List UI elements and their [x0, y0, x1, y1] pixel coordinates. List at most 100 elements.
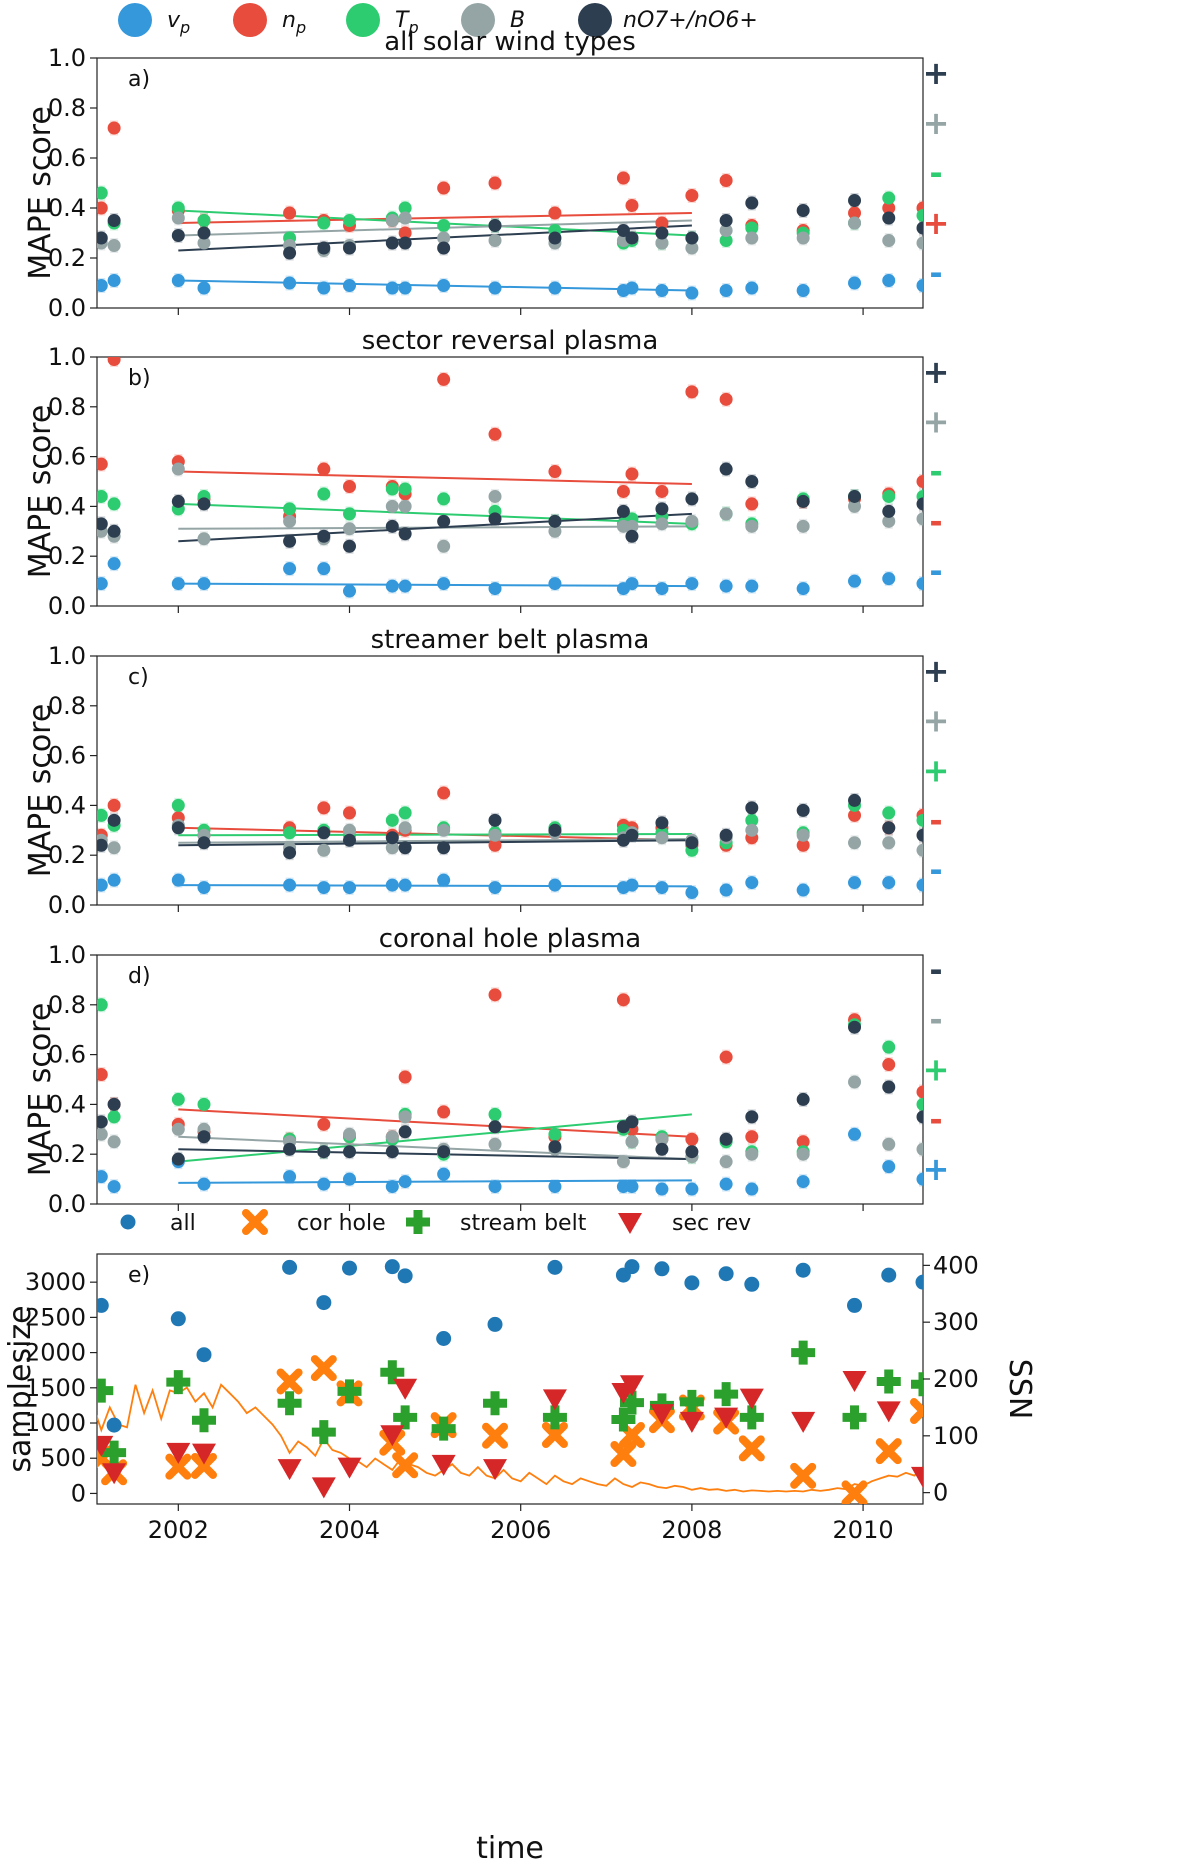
point-np: [343, 479, 357, 493]
point-vp: [719, 1177, 733, 1191]
marker-stream-belt: [619, 1390, 644, 1415]
point-b: [848, 499, 862, 513]
point-vp: [719, 284, 733, 297]
point-tp: [317, 487, 331, 501]
point-b: [398, 499, 412, 513]
point-o-ratio: [398, 1125, 412, 1139]
point-o-ratio: [107, 813, 121, 827]
point-o-ratio: [385, 236, 399, 250]
point-np: [616, 484, 630, 498]
trend-line-b: [178, 838, 692, 844]
legend-label-cor: cor hole: [297, 1211, 386, 1236]
marker-stroke: [392, 1452, 419, 1479]
point-o-ratio: [488, 219, 502, 232]
y-tick-label: 500: [40, 1444, 86, 1472]
point-np: [488, 838, 502, 852]
point-o-ratio: [437, 841, 451, 855]
point-b: [437, 231, 451, 245]
point-vp: [625, 1180, 639, 1194]
y-tick-label: 0.4: [48, 1090, 86, 1118]
y-tick-label: 0.0: [48, 891, 86, 919]
point-o-ratio: [685, 231, 699, 245]
y-tick-label: 0.6: [48, 144, 86, 172]
point-b: [197, 532, 211, 546]
marker-stream-belt: [679, 1389, 704, 1414]
point-vp: [848, 276, 862, 290]
marker-stroke: [165, 1453, 192, 1480]
x-tick-label: 2004: [319, 1516, 380, 1544]
point-vp: [398, 579, 412, 593]
point-tp: [197, 1097, 211, 1111]
point-vp: [625, 577, 639, 591]
point-b: [796, 828, 810, 842]
point-vp: [796, 883, 810, 897]
point-np: [848, 206, 862, 220]
legend-marker-np: [233, 3, 267, 37]
marker-stream-belt: [277, 1391, 302, 1416]
legend-sub-tp: p: [407, 18, 418, 37]
trend-sign-np: -: [929, 1100, 942, 1138]
marker-sec-rev: [380, 1425, 405, 1447]
point-b: [655, 517, 669, 531]
point-vp: [385, 1180, 399, 1194]
point-o-ratio: [796, 204, 810, 217]
point-tp: [719, 234, 733, 247]
point-vp: [625, 281, 639, 295]
legend-sub-np: p: [295, 18, 306, 37]
point-tp: [882, 191, 896, 205]
point-vp: [317, 281, 331, 295]
legend-marker-b: [461, 3, 495, 37]
point-vp: [343, 881, 357, 895]
marker-stream-belt: [406, 1210, 430, 1234]
trend-sign-b: -: [929, 1001, 942, 1039]
point-vp: [548, 281, 562, 295]
point-vp: [317, 562, 331, 576]
marker-cor-hole: [910, 1398, 923, 1425]
point-o-ratio: [385, 831, 399, 845]
point-b: [171, 1122, 185, 1136]
point-b: [625, 519, 639, 533]
trend-sign-tp: -: [929, 154, 942, 192]
point-o-ratio: [385, 519, 399, 533]
trend-line-o-ratio: [178, 512, 692, 543]
point-b: [916, 843, 923, 857]
point-tp: [398, 482, 412, 496]
point-o-ratio: [882, 1080, 896, 1094]
trend-sign-np: -: [929, 801, 942, 839]
point-o-ratio: [625, 529, 639, 543]
legend-marker-tp: [346, 3, 380, 37]
marker-stream-belt: [611, 1407, 636, 1432]
y-tick-label: 1500: [25, 1374, 86, 1402]
marker-all: [684, 1275, 700, 1291]
point-b: [171, 462, 185, 476]
y-tick-label: 0.8: [48, 692, 86, 720]
point-np: [719, 392, 733, 406]
point-b: [916, 236, 923, 250]
marker-all: [196, 1347, 212, 1363]
marker-stroke: [190, 1452, 217, 1479]
trend-sign-b: +: [923, 403, 950, 441]
point-np: [796, 838, 810, 852]
point-o-ratio: [107, 1097, 121, 1111]
point-b: [882, 1137, 896, 1151]
point-vp: [745, 281, 759, 295]
point-np: [685, 385, 699, 399]
y-right-tick-label: 200: [933, 1365, 979, 1393]
point-tp: [283, 502, 297, 516]
point-o-ratio: [655, 502, 669, 516]
point-vp: [97, 878, 108, 892]
marker-sec-rev: [876, 1401, 901, 1423]
marker-all: [436, 1331, 452, 1347]
y-axis-label: MAPE score: [23, 1003, 58, 1177]
point-o-ratio: [107, 214, 121, 227]
marker-cor-hole: [190, 1452, 217, 1479]
point-np: [685, 189, 699, 202]
marker-stroke: [276, 1368, 303, 1395]
point-vp: [488, 582, 502, 596]
y-tick-label: 1.0: [48, 941, 86, 969]
point-b: [107, 841, 121, 855]
point-vp: [398, 281, 412, 295]
y-right-tick-label: 400: [933, 1251, 979, 1279]
marker-sec-rev: [542, 1389, 567, 1411]
